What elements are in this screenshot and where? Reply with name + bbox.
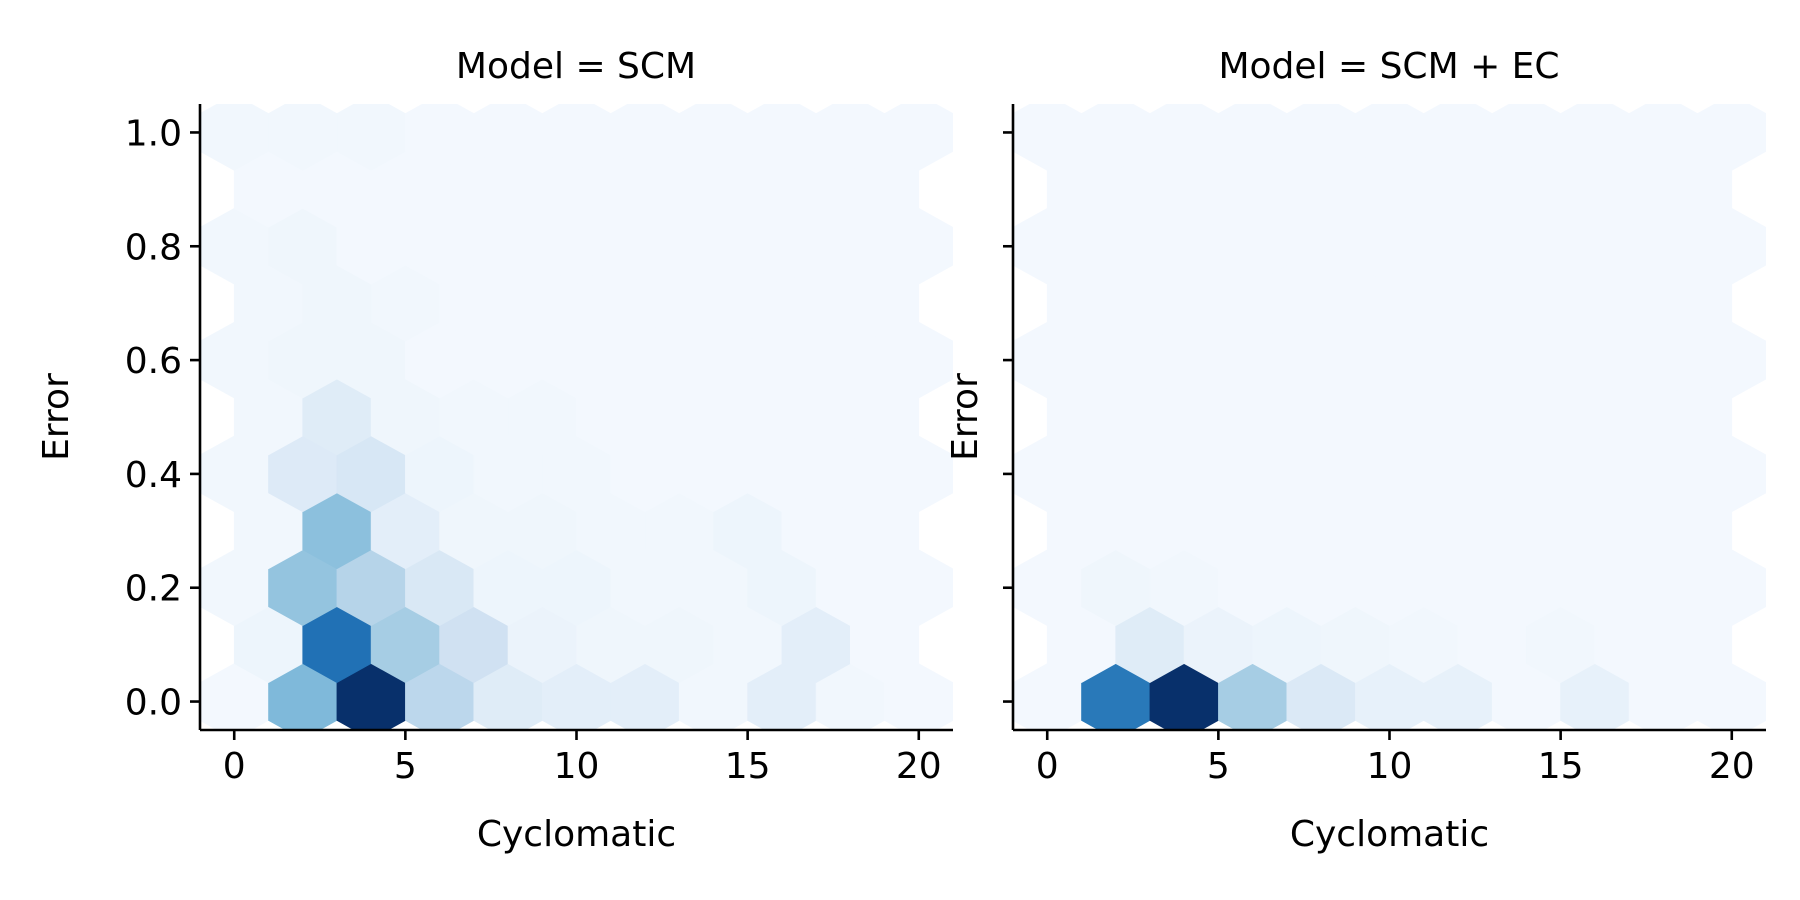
y-tick-label: 0.4 (125, 455, 182, 496)
x-tick-label: 20 (896, 746, 942, 787)
x-tick-label: 15 (725, 746, 771, 787)
x-tick-label: 20 (1709, 746, 1755, 787)
x-tick-label: 10 (554, 746, 600, 787)
y-tick-label: 0.0 (125, 683, 182, 724)
panel-scm-ec: 0 5 10 15 20 Model = SCM + EC Cyclomatic Error (945, 46, 1766, 855)
y-axis-label: Error (36, 373, 77, 461)
panel-scm: 0 5 10 15 20 0.0 0.2 0.4 0.6 0.8 1.0 Model = SCM Cyc… (36, 46, 953, 855)
y-tick-label: 0.6 (125, 341, 182, 382)
x-tick-label: 10 (1367, 746, 1413, 787)
x-axis-label: Cyclomatic (1290, 814, 1489, 855)
y-tick-label: 0.2 (125, 569, 182, 610)
y-axis-label: Error (945, 373, 986, 461)
panel-title: Model = SCM (456, 46, 696, 87)
x-axis-label: Cyclomatic (477, 814, 676, 855)
y-tick-label: 1.0 (125, 113, 182, 154)
hexbin-cells (1013, 104, 1766, 730)
panel-title: Model = SCM + EC (1218, 46, 1559, 87)
hex-cell (884, 104, 953, 171)
x-tick-label: 15 (1538, 746, 1584, 787)
y-tick-label: 0.8 (125, 227, 182, 268)
x-tick-label: 5 (1207, 746, 1230, 787)
x-tick-label: 0 (223, 746, 246, 787)
x-tick-label: 0 (1036, 746, 1059, 787)
hex-cell (1697, 104, 1766, 171)
x-tick-label: 5 (394, 746, 417, 787)
hexbin-cells (200, 104, 953, 730)
